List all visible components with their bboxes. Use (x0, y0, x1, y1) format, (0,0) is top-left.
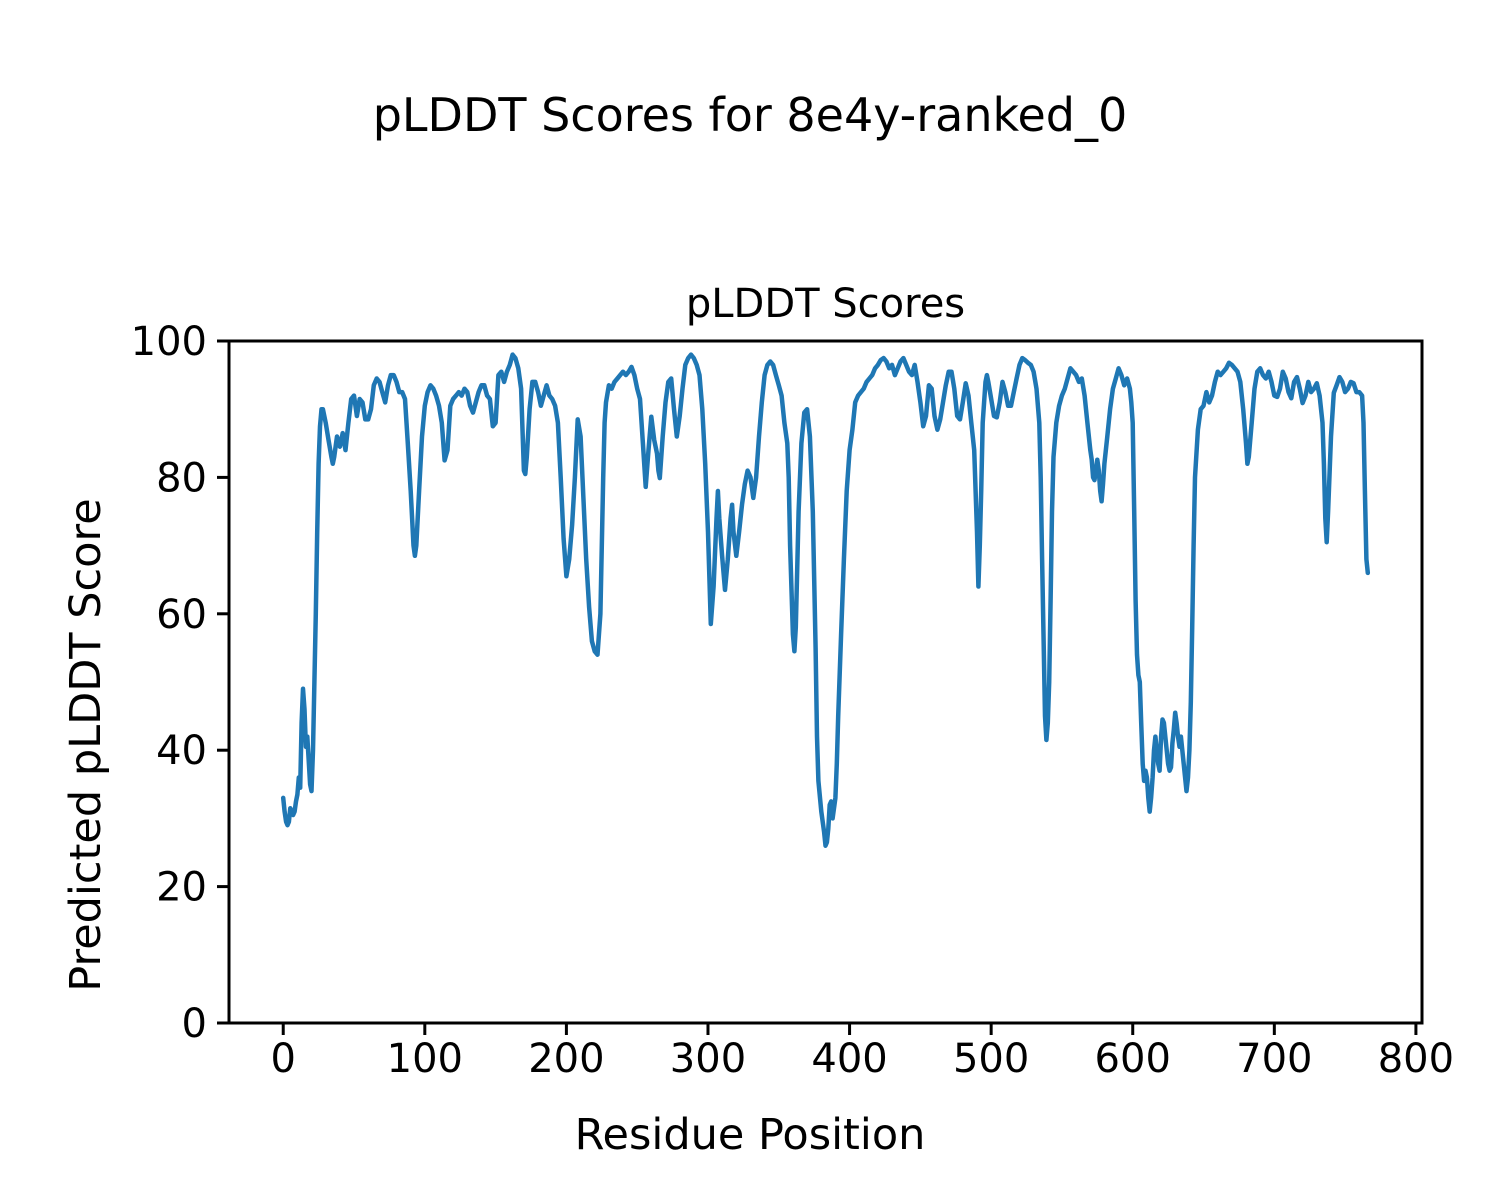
plddt-line (280, 352, 1371, 848)
axes-title: pLDDT Scores (685, 281, 966, 327)
x-tick-label: 800 (1378, 1036, 1454, 1082)
x-tick-label: 300 (670, 1036, 746, 1082)
y-tick-label: 20 (156, 865, 207, 911)
y-tick-label: 0 (182, 1001, 207, 1047)
x-tick-label: 400 (811, 1036, 887, 1082)
x-tick-label: 600 (1095, 1036, 1171, 1082)
figure-suptitle: pLDDT Scores for 8e4y-ranked_0 (372, 88, 1128, 142)
y-tick-label: 40 (156, 728, 207, 774)
x-tick-label: 500 (953, 1036, 1029, 1082)
x-tick-label: 200 (528, 1036, 604, 1082)
x-axis-label: Residue Position (574, 1110, 926, 1160)
y-tick-label: 60 (156, 592, 207, 638)
x-tick-label: 700 (1236, 1036, 1312, 1082)
plot-border (227, 339, 1424, 1025)
y-tick-label: 100 (131, 319, 207, 365)
x-tick-label: 0 (271, 1036, 296, 1082)
x-tick-label: 100 (387, 1036, 463, 1082)
y-tick-label: 80 (156, 455, 207, 501)
y-axis-label: Predicted pLDDT Score (61, 498, 112, 992)
